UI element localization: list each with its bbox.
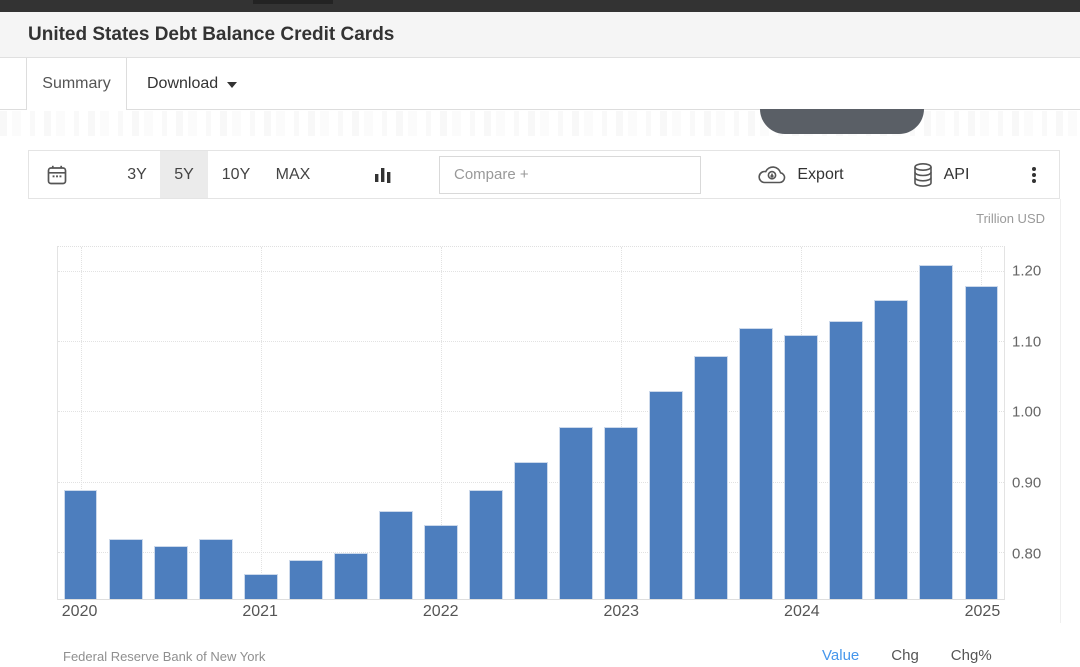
y-tick-label: 1.20	[1012, 262, 1042, 280]
y-tick-label: 0.80	[1012, 545, 1042, 563]
chart-footer-links: Value Chg Chg%	[822, 647, 992, 664]
y-axis-unit-label: Trillion USD	[976, 211, 1045, 226]
bar-2024-Q4[interactable]	[919, 264, 954, 599]
card-border	[1060, 199, 1061, 623]
bar-2024-Q2[interactable]	[829, 320, 864, 599]
chart-type-button[interactable]	[363, 151, 403, 198]
bar-2024-Q1[interactable]	[784, 335, 819, 599]
database-icon	[911, 162, 935, 188]
bar-2023-Q1[interactable]	[604, 426, 639, 599]
y-tick-label: 1.10	[1012, 333, 1042, 351]
chevron-down-icon	[227, 81, 238, 88]
compare-field-wrap	[439, 151, 701, 198]
bar-2020-Q3[interactable]	[153, 546, 188, 599]
bar-2023-Q3[interactable]	[694, 356, 729, 599]
v-gridline	[621, 247, 623, 599]
page-title: United States Debt Balance Credit Cards	[28, 24, 395, 45]
bar-2022-Q3[interactable]	[514, 461, 548, 599]
export-button[interactable]: Export	[745, 151, 855, 198]
h-gridline	[58, 270, 1004, 272]
h-gridline	[58, 341, 1004, 343]
y-tick-label: 1.00	[1012, 403, 1042, 421]
overlay-blob	[760, 109, 924, 134]
compare-input[interactable]	[439, 155, 701, 194]
v-gridline	[80, 247, 82, 599]
api-button[interactable]: API	[901, 151, 979, 198]
tab-summary[interactable]: Summary	[26, 58, 127, 110]
value-link[interactable]: Value	[822, 647, 860, 664]
chg-link[interactable]: Chg	[891, 647, 919, 664]
calendar-icon	[45, 163, 69, 187]
column-chart-icon	[374, 165, 392, 185]
tab-bar: Summary Download	[0, 58, 1080, 110]
top-navigation-bar	[0, 0, 1080, 12]
bar-2022-Q1[interactable]	[423, 525, 458, 599]
x-tick-label: 2021	[242, 603, 278, 620]
range-button-3y[interactable]: 3Y	[127, 165, 147, 183]
bar-2020-Q1[interactable]	[63, 489, 98, 599]
range-button-5y-active[interactable]: 5Y	[160, 151, 208, 198]
range-button-10y[interactable]: 10Y	[221, 165, 251, 183]
bar-2020-Q2[interactable]	[108, 539, 143, 599]
tab-download-label: Download	[147, 74, 219, 92]
bar-2021-Q3[interactable]	[333, 553, 368, 599]
bar-2025-Q1[interactable]	[964, 285, 999, 599]
y-tick-label: 0.90	[1012, 474, 1042, 492]
kebab-menu-icon	[1032, 165, 1036, 185]
cloud-download-icon	[756, 163, 788, 187]
bar-chart-plot-area	[57, 246, 1005, 600]
x-tick-label: 2023	[603, 603, 640, 620]
v-gridline	[260, 247, 262, 599]
x-axis-labels: 2020 2021 2022 2023 2024 2025	[57, 603, 1005, 623]
more-options-button[interactable]	[1019, 151, 1049, 198]
bar-2022-Q2[interactable]	[468, 489, 503, 599]
calendar-button[interactable]	[39, 151, 75, 198]
page-header: United States Debt Balance Credit Cards	[0, 12, 1080, 58]
export-label: Export	[797, 165, 844, 183]
bar-2023-Q4[interactable]	[739, 327, 774, 599]
range-button-max[interactable]: MAX	[275, 165, 311, 183]
x-tick-label: 2022	[422, 603, 459, 620]
bar-2021-Q4[interactable]	[378, 511, 413, 599]
h-gridline	[58, 411, 1004, 413]
bar-2024-Q3[interactable]	[874, 299, 909, 599]
y-axis-labels: 0.80 0.90 1.00 1.10 1.20	[1012, 246, 1060, 600]
x-tick-label: 2025	[964, 603, 1001, 620]
api-label: API	[943, 165, 970, 183]
x-tick-label: 2020	[61, 603, 98, 620]
chart-source-attribution: Federal Reserve Bank of New York	[63, 649, 266, 664]
bar-2020-Q4[interactable]	[198, 539, 233, 599]
bar-2021-Q2[interactable]	[288, 560, 323, 599]
bar-2021-Q1[interactable]	[243, 574, 278, 599]
v-gridline	[440, 247, 442, 599]
bar-2022-Q4[interactable]	[559, 426, 593, 599]
chg-percent-link[interactable]: Chg%	[950, 647, 992, 664]
site-logo-remnant	[253, 0, 333, 4]
bar-2023-Q2[interactable]	[649, 391, 684, 599]
chart-toolbar: 3Y 5Y 10Y MAX Export	[28, 150, 1060, 199]
tab-download[interactable]: Download	[127, 58, 257, 109]
x-tick-label: 2024	[784, 603, 820, 620]
